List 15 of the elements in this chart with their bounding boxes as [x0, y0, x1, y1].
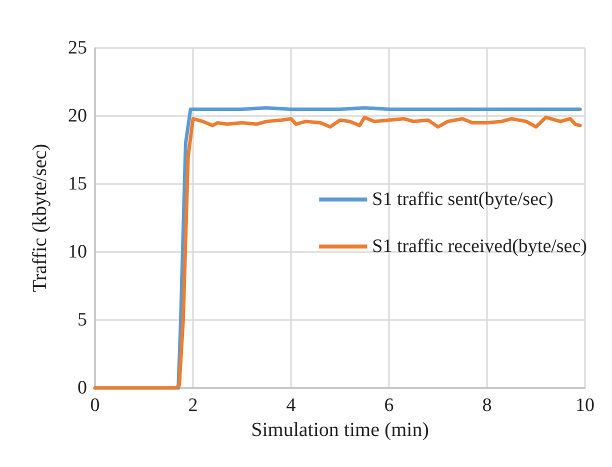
x-tick-label: 8 — [482, 395, 492, 416]
legend-label: S1 traffic sent(byte/sec) — [372, 189, 554, 210]
x-tick-label: 2 — [188, 395, 198, 416]
x-tick-label: 6 — [384, 395, 394, 416]
y-axis-title: Traffic (kbyte/sec) — [29, 144, 51, 292]
y-tick-label: 5 — [78, 310, 87, 330]
y-tick-label: 15 — [68, 174, 87, 194]
x-tick-label: 10 — [576, 395, 594, 416]
y-tick-label: 20 — [68, 106, 87, 126]
y-tick-label: 0 — [78, 378, 87, 398]
y-tick-label: 10 — [68, 242, 87, 262]
y-tick-label: 25 — [68, 38, 87, 58]
x-tick-label: 4 — [286, 395, 296, 416]
x-axis-title: Simulation time (min) — [251, 419, 429, 441]
legend-label: S1 traffic received(byte/sec) — [372, 236, 587, 257]
